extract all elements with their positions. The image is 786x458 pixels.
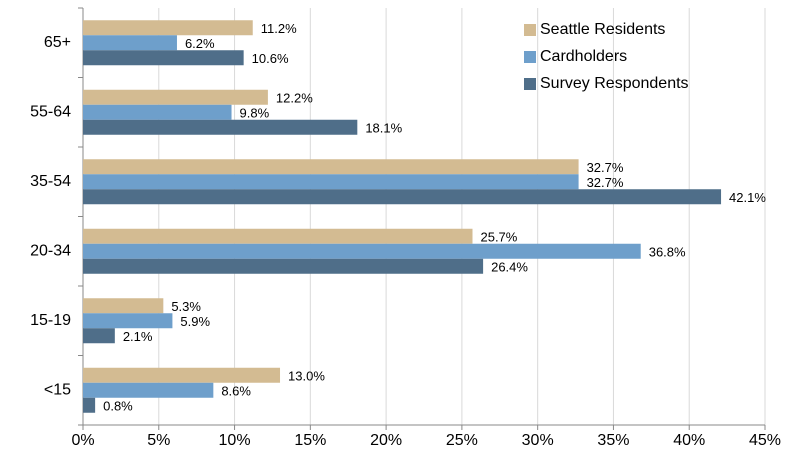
value-label: 32.7% (587, 160, 624, 175)
legend-swatch (524, 24, 536, 36)
x-tick-label: 40% (673, 432, 705, 449)
y-tick-label: 15-19 (30, 312, 71, 329)
legend-swatch (524, 78, 536, 90)
bar (83, 328, 115, 344)
value-label: 42.1% (729, 190, 766, 205)
bar (83, 228, 473, 244)
y-tick-label: <15 (44, 381, 71, 398)
x-tick-label: 10% (219, 432, 251, 449)
value-label: 12.2% (276, 91, 313, 106)
value-label: 5.9% (180, 314, 210, 329)
x-tick-label: 30% (522, 432, 554, 449)
value-label: 2.1% (123, 329, 153, 344)
y-tick-label: 35-54 (30, 173, 71, 190)
value-label: 6.2% (185, 36, 215, 51)
x-tick-label: 20% (370, 432, 402, 449)
bar (83, 367, 281, 383)
value-label: 18.1% (365, 121, 402, 136)
bar (83, 313, 173, 329)
bar (83, 243, 641, 259)
bar (83, 258, 484, 274)
bar (83, 298, 164, 314)
value-label: 36.8% (649, 245, 686, 260)
value-label: 26.4% (491, 260, 528, 275)
value-label: 8.6% (221, 384, 251, 399)
bar (83, 397, 96, 413)
bar (83, 119, 358, 135)
value-label: 9.8% (240, 106, 270, 121)
y-tick-label: 65+ (44, 34, 71, 51)
x-tick-label: 0% (71, 432, 94, 449)
bar (83, 50, 244, 66)
value-label: 0.8% (103, 399, 133, 414)
bar (83, 382, 214, 398)
legend-label: Seattle Residents (540, 21, 665, 38)
legend-label: Cardholders (540, 48, 627, 65)
value-label: 10.6% (252, 51, 289, 66)
value-label: 25.7% (480, 230, 517, 245)
value-label: 13.0% (288, 369, 325, 384)
legend-label: Survey Respondents (540, 75, 689, 92)
x-tick-label: 25% (446, 432, 478, 449)
bar (83, 20, 253, 36)
legend-swatch (524, 51, 536, 63)
y-tick-label: 20-34 (30, 242, 71, 259)
x-tick-label: 5% (147, 432, 170, 449)
bar (83, 189, 722, 205)
bar (83, 104, 232, 120)
x-tick-label: 15% (294, 432, 326, 449)
x-tick-label: 45% (749, 432, 781, 449)
value-label: 5.3% (171, 299, 201, 314)
y-tick-label: 55-64 (30, 103, 71, 120)
bar (83, 159, 579, 175)
value-label: 11.2% (261, 21, 297, 36)
bar (83, 35, 177, 51)
value-label: 32.7% (587, 175, 624, 190)
bar (83, 89, 268, 105)
bar (83, 174, 579, 190)
x-tick-label: 35% (597, 432, 629, 449)
